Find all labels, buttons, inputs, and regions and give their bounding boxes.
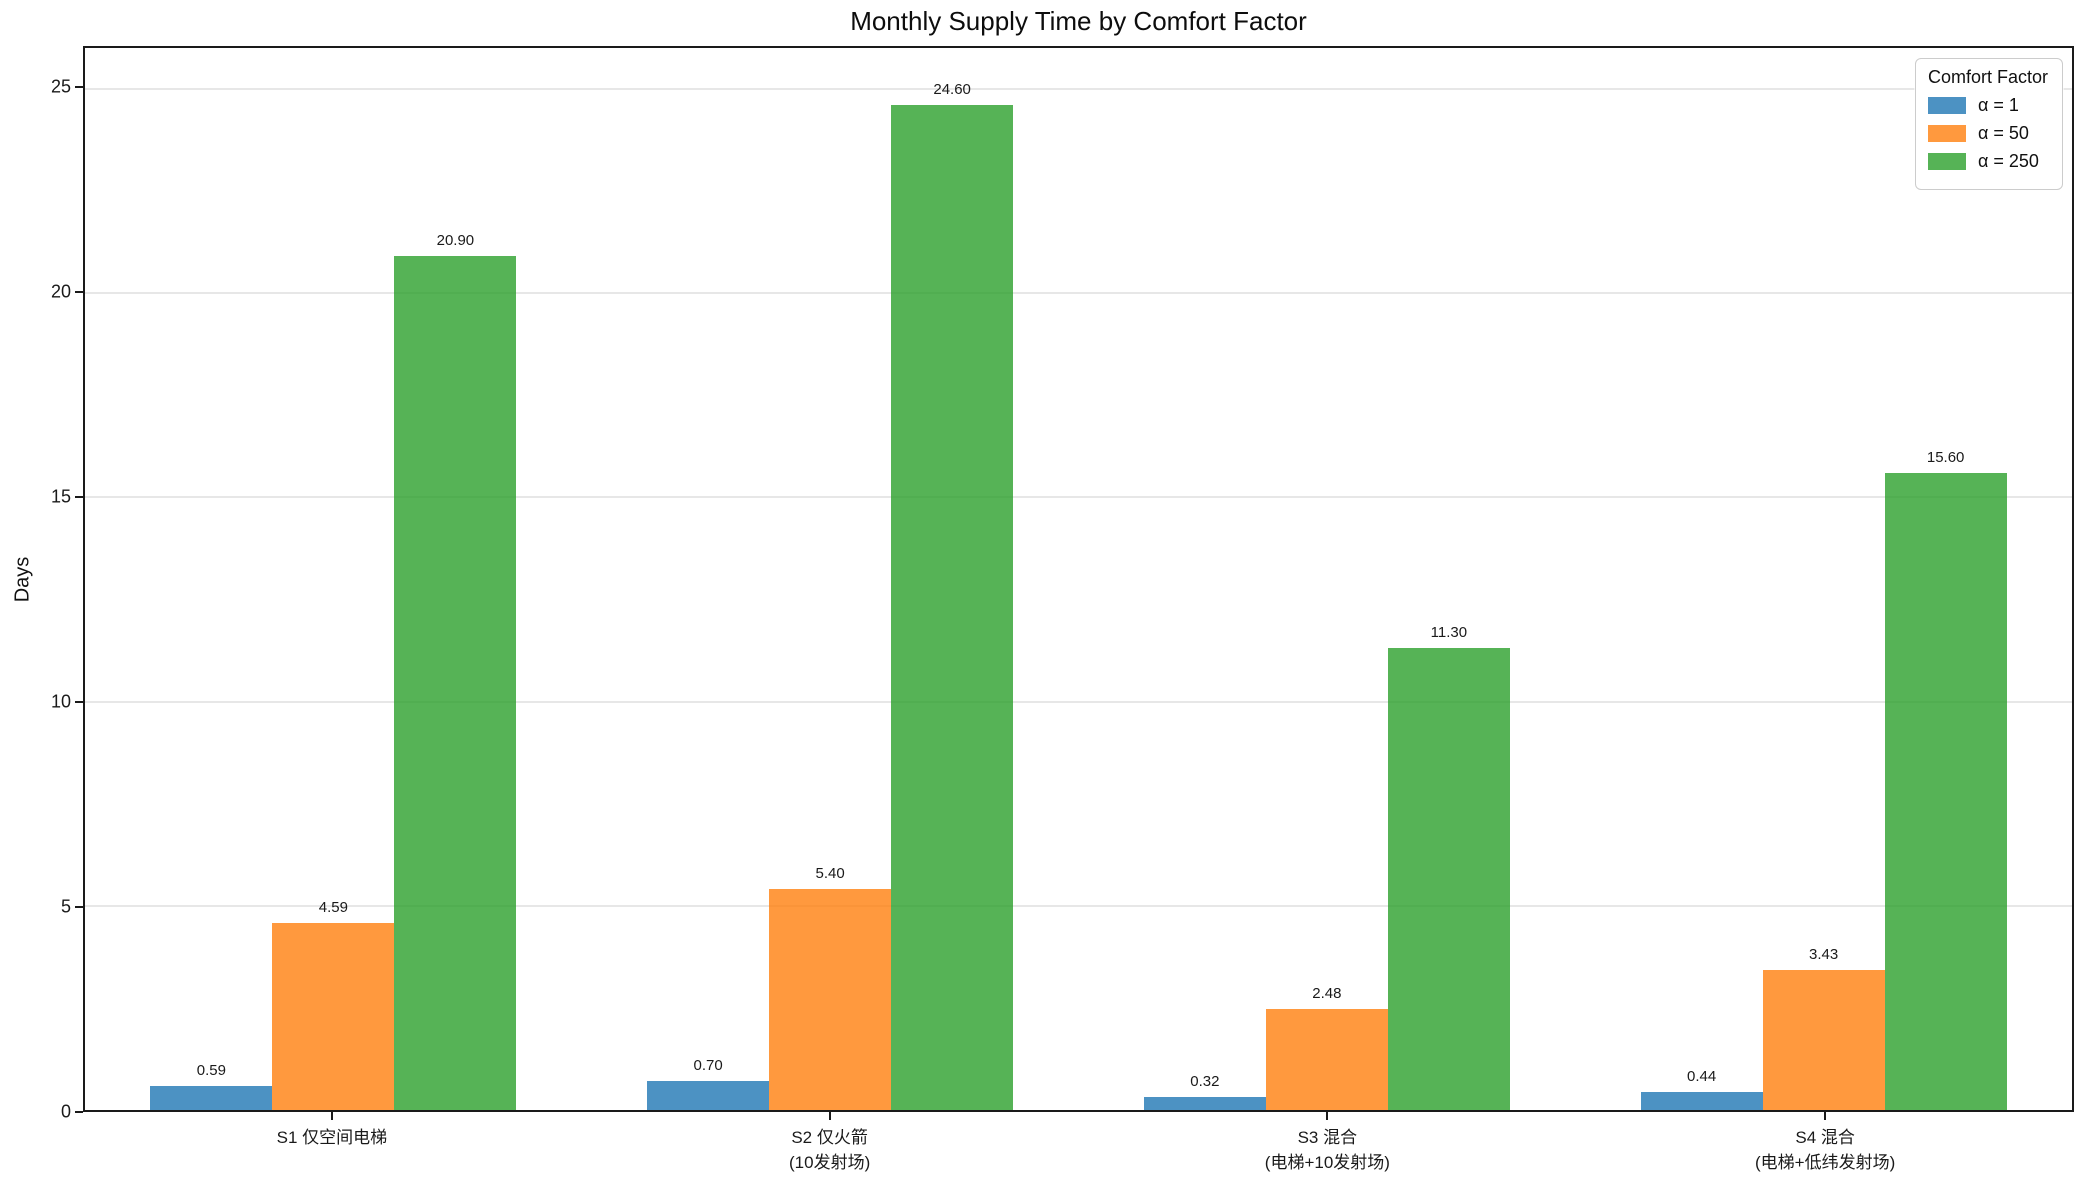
x-tick: S4 混合 (电梯+低纬发射场) xyxy=(1576,1112,2074,1175)
bar xyxy=(647,1081,770,1110)
bar-wrap: 0.59 xyxy=(150,48,273,1110)
bar-wrap: 24.60 xyxy=(891,48,1014,1110)
x-axis: S1 仅空间电梯 S2 仅火箭 (10发射场) S3 混合 (电梯+10发射场) S4 混… xyxy=(83,1112,2074,1175)
bar-wrap: 0.32 xyxy=(1143,48,1266,1110)
y-tick-mark xyxy=(75,86,83,88)
bar-value-label: 3.43 xyxy=(1809,945,1839,963)
x-tick-label: S2 仅火箭 (10发射场) xyxy=(789,1128,871,1172)
bar-group: 0.44 3.43 15.60 xyxy=(1575,48,2072,1110)
bar xyxy=(1884,472,2007,1110)
plot-area: 0.59 4.59 20.90 0.70 5.40 24.60 0.32 2.48 11.30 0… xyxy=(83,46,2074,1112)
bar-wrap: 0.70 xyxy=(647,48,770,1110)
y-tick-label: 25 xyxy=(50,76,71,97)
bar xyxy=(1640,1092,1763,1110)
bar xyxy=(1762,969,1885,1110)
bar-value-label: 5.40 xyxy=(815,865,845,883)
bar-value-label: 20.90 xyxy=(436,232,475,250)
bar-wrap: 20.90 xyxy=(394,48,517,1110)
x-tick-mark xyxy=(828,1112,831,1120)
bar-value-label: 24.60 xyxy=(933,81,971,99)
bar-group: 0.59 4.59 20.90 xyxy=(85,48,582,1110)
bar-wrap: 15.60 xyxy=(1884,48,2007,1110)
bar xyxy=(272,922,395,1110)
gridline xyxy=(85,87,2072,90)
bar-wrap: 11.30 xyxy=(1387,48,1510,1110)
legend-entry-label: α = 1 xyxy=(1977,95,2019,115)
bar-wrap: 0.44 xyxy=(1640,48,1763,1110)
bar xyxy=(1265,1008,1388,1110)
y-tick-mark xyxy=(75,1111,83,1113)
legend-entry: α = 50 xyxy=(1927,123,2048,144)
bar-value-label: 11.30 xyxy=(1430,624,1468,642)
bar-wrap: 2.48 xyxy=(1265,48,1388,1110)
y-tick-label: 5 xyxy=(60,896,71,917)
bar-groups-container: 0.59 4.59 20.90 0.70 5.40 24.60 0.32 2.48 11.30 0… xyxy=(85,48,2072,1110)
y-tick-label: 20 xyxy=(50,281,71,302)
y-axis: 0 5 10 15 20 25 xyxy=(0,46,83,1122)
y-tick-mark xyxy=(75,906,83,908)
bar xyxy=(150,1085,273,1110)
bar-group: 0.32 2.48 11.30 xyxy=(1079,48,1576,1110)
bar-value-label: 0.44 xyxy=(1687,1068,1717,1086)
bar-value-label: 4.59 xyxy=(318,898,348,916)
x-tick-mark xyxy=(1824,1112,1827,1120)
legend: Comfort Factor α = 1 α = 50 α = 250 xyxy=(1914,58,2063,190)
x-tick-mark xyxy=(1326,1112,1329,1120)
y-tick-mark xyxy=(75,291,83,293)
bar-wrap: 4.59 xyxy=(272,48,395,1110)
y-tick-label: 10 xyxy=(50,691,71,712)
chart-title: Monthly Supply Time by Comfort Factor xyxy=(850,6,1307,36)
legend-swatch xyxy=(1927,125,1966,142)
y-tick-label: 15 xyxy=(50,486,71,507)
legend-entry-label: α = 50 xyxy=(1977,123,2029,143)
gridline xyxy=(85,700,2072,703)
bar xyxy=(891,105,1014,1110)
legend-entry: α = 250 xyxy=(1927,151,2048,172)
x-tick-label: S4 混合 (电梯+低纬发射场) xyxy=(1755,1128,1896,1172)
bar xyxy=(769,889,892,1110)
bar xyxy=(1387,648,1510,1110)
legend-title: Comfort Factor xyxy=(1927,67,2048,87)
bar-value-label: 0.59 xyxy=(196,1061,226,1079)
x-tick: S2 仅火箭 (10发射场) xyxy=(581,1112,1079,1175)
x-tick-label: S3 混合 (电梯+10发射场) xyxy=(1264,1128,1390,1172)
legend-entry: α = 1 xyxy=(1927,95,2048,116)
bar xyxy=(394,256,517,1110)
bar-group: 0.70 5.40 24.60 xyxy=(582,48,1079,1110)
x-tick: S3 混合 (电梯+10发射场) xyxy=(1079,1112,1577,1175)
bar xyxy=(1143,1096,1266,1110)
legend-entry-label: α = 250 xyxy=(1977,151,2039,171)
gridline xyxy=(85,292,2072,295)
bar-value-label: 2.48 xyxy=(1312,984,1342,1002)
y-tick-label: 0 xyxy=(60,1101,71,1122)
bar-wrap: 3.43 xyxy=(1762,48,1885,1110)
bar-value-label: 0.32 xyxy=(1190,1072,1220,1090)
gridline xyxy=(85,904,2072,907)
y-tick-mark xyxy=(75,701,83,703)
bar-wrap: 5.40 xyxy=(769,48,892,1110)
x-tick-mark xyxy=(330,1112,333,1120)
bar-value-label: 0.70 xyxy=(693,1057,723,1075)
x-tick: S1 仅空间电梯 xyxy=(83,1112,581,1175)
y-tick-mark xyxy=(75,496,83,498)
legend-swatch xyxy=(1927,153,1966,170)
bar-value-label: 15.60 xyxy=(1926,448,1965,466)
legend-swatch xyxy=(1927,97,1966,114)
x-tick-label: S1 仅空间电梯 xyxy=(276,1128,388,1147)
gridline xyxy=(85,496,2072,499)
